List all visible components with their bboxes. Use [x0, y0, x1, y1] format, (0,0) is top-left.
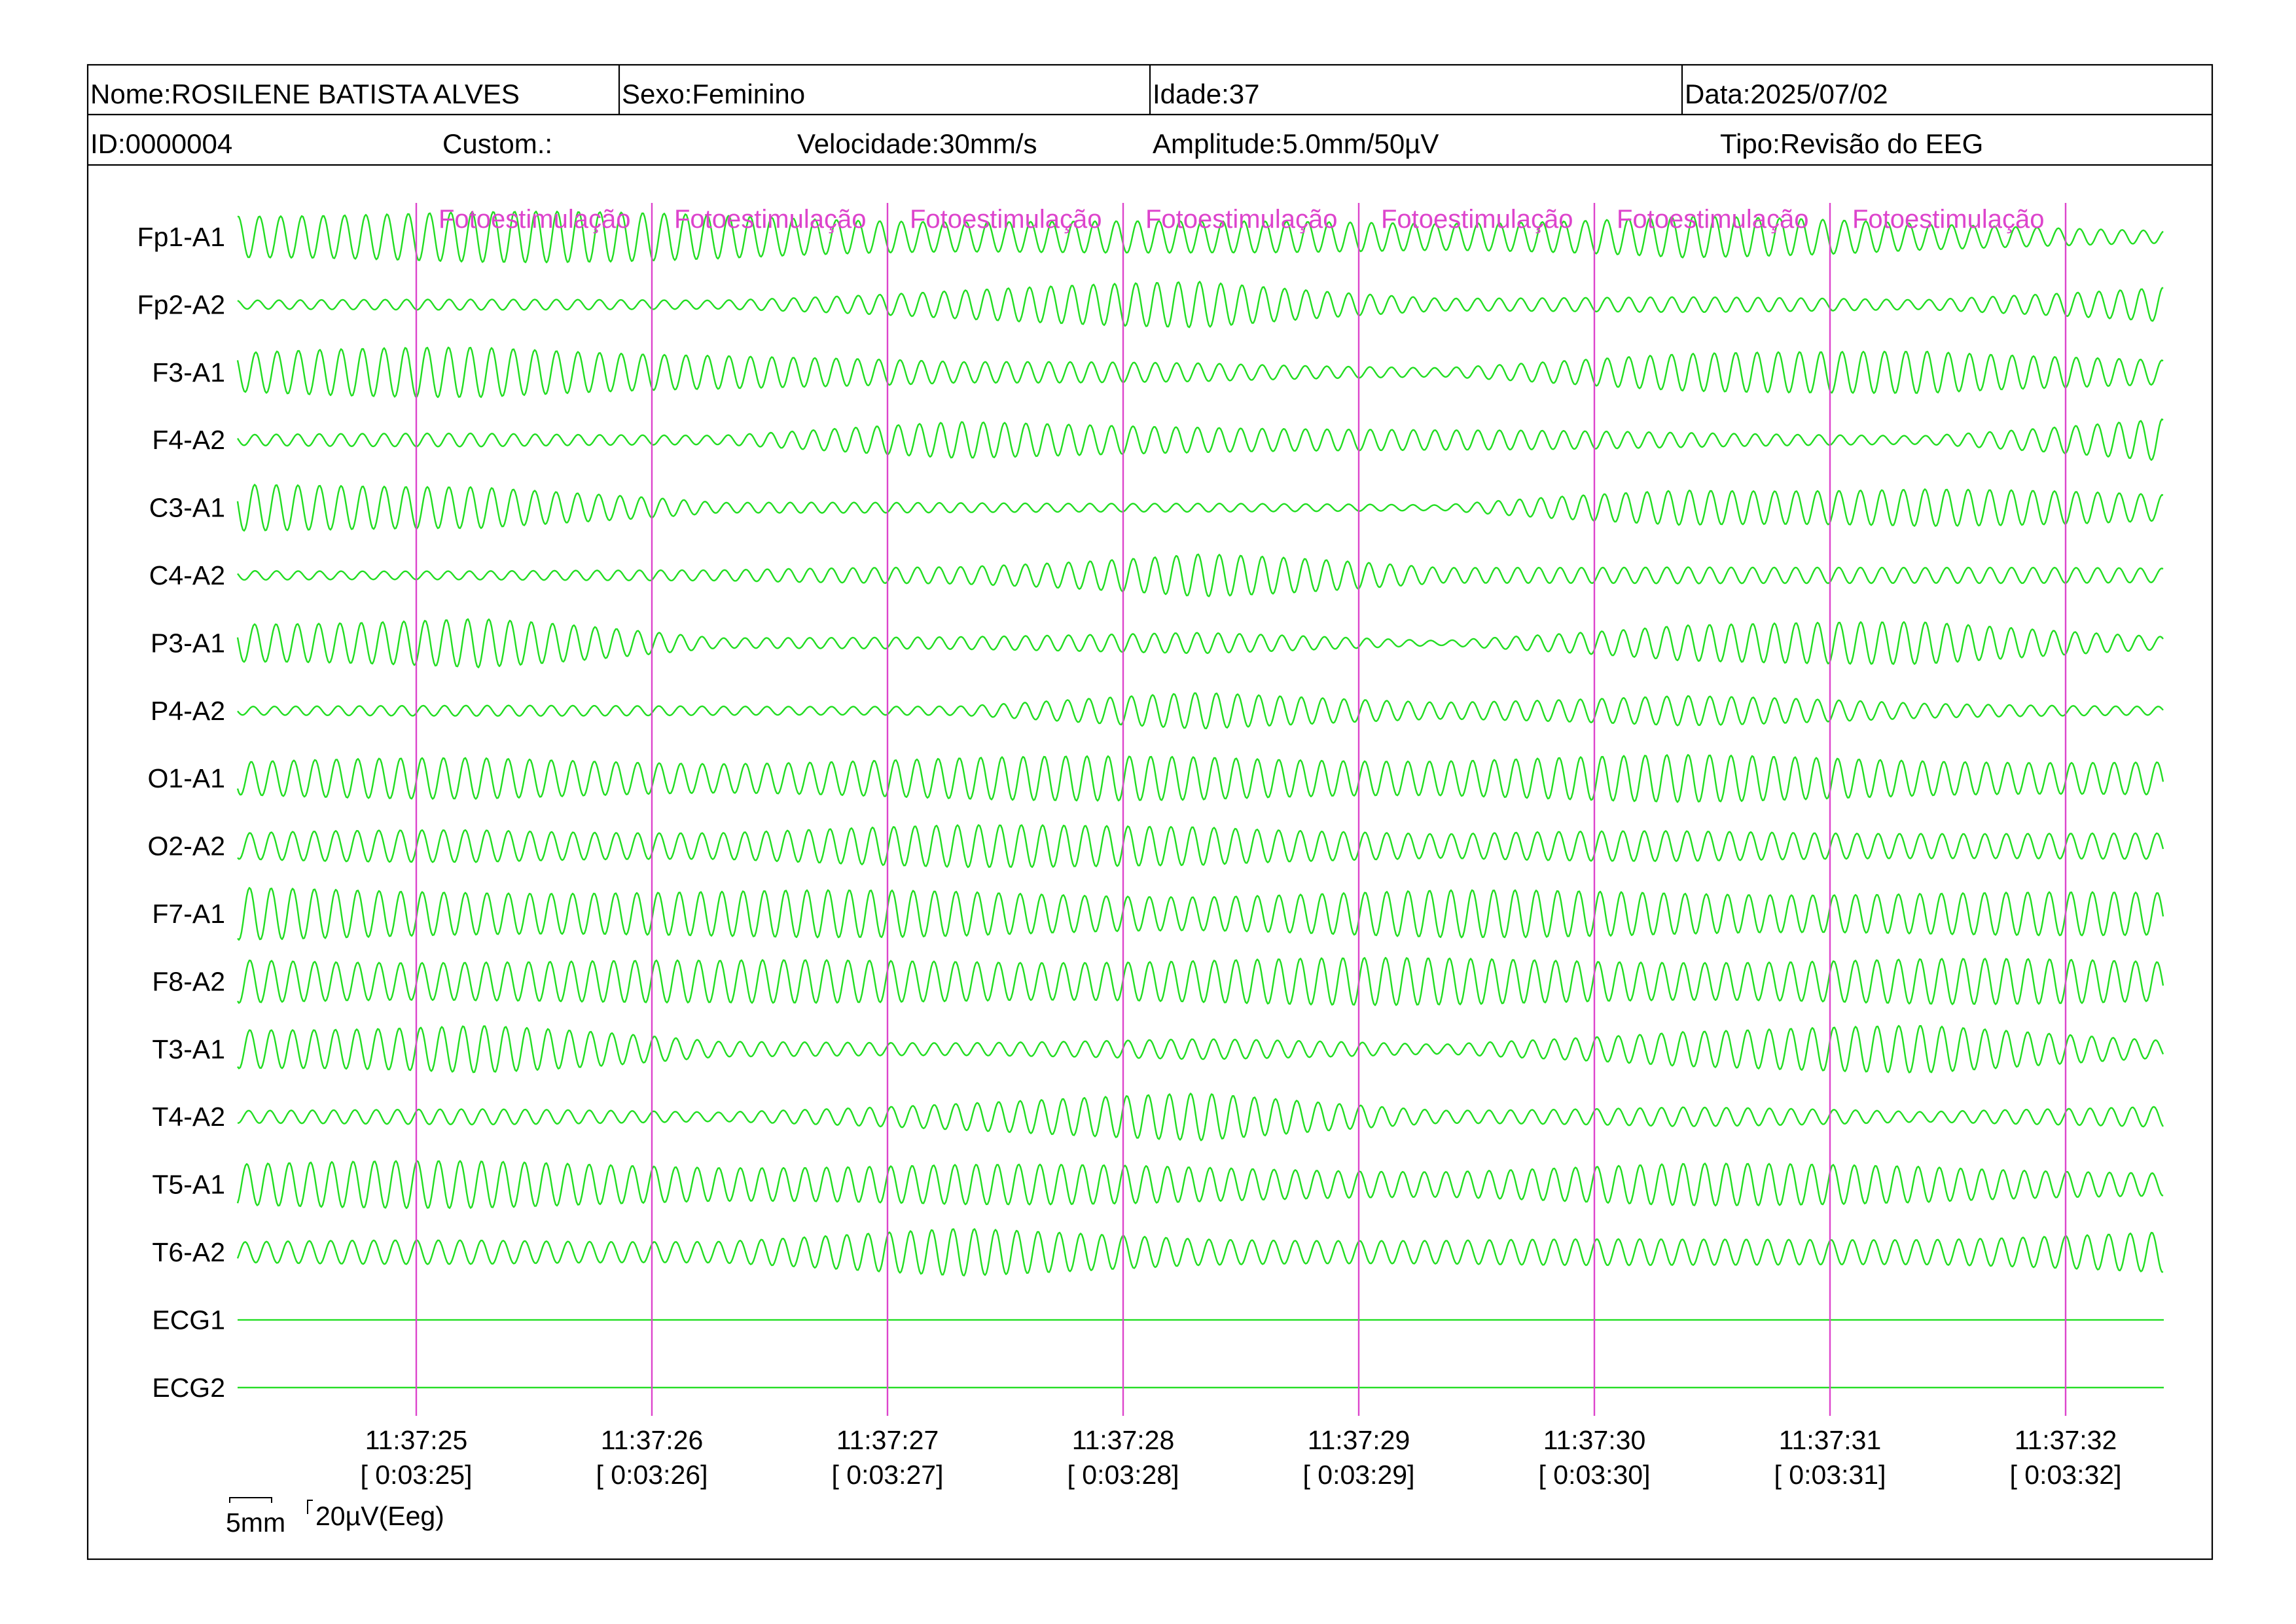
trace-f4-a2: [236, 418, 2164, 461]
trace-t3-a1: [237, 1024, 2164, 1074]
time-label-elapsed: [ 0:03:30]: [1539, 1460, 1651, 1490]
trace-o1-a1: [236, 753, 2164, 803]
channel-label-f4-a2: F4-A2: [152, 425, 225, 455]
time-label-elapsed: [ 0:03:28]: [1067, 1460, 1179, 1490]
patient-age: Idade:37: [1153, 79, 1260, 109]
channel-label-fp1-a1: Fp1-A1: [137, 222, 225, 252]
event-label-photic: Fotoestimulação: [1617, 205, 1808, 234]
time-label-clock: 11:37:30: [1543, 1425, 1646, 1455]
trace-f7-a1: [237, 887, 2164, 941]
channel-label-t6-a2: T6-A2: [152, 1237, 225, 1267]
amplitude-setting: Amplitude:5.0mm/50µV: [1153, 128, 1439, 159]
channel-label-p4-a2: P4-A2: [151, 696, 225, 726]
time-label-elapsed: [ 0:03:32]: [2010, 1460, 2122, 1490]
trace-t6-a2: [236, 1228, 2164, 1276]
time-label-clock: 11:37:28: [1072, 1425, 1175, 1455]
patient-sex: Sexo:Feminino: [622, 79, 805, 109]
time-scale-bracket: [229, 1497, 272, 1503]
photic-stimulation-markers: Fotoestimulação Fotoestimulação Fotoestimu…: [415, 203, 2067, 1416]
time-label-clock: 11:37:25: [365, 1425, 468, 1455]
trace-c3-a1: [236, 484, 2164, 532]
time-label-clock: 11:37:26: [601, 1425, 704, 1455]
channel-label-o1-a1: O1-A1: [148, 763, 226, 793]
event-label-photic: Fotoestimulação: [1145, 205, 1337, 234]
time-label-clock: 11:37:27: [836, 1425, 939, 1455]
channel-label-fp2-a2: Fp2-A2: [137, 289, 225, 319]
channel-label-c4-a2: C4-A2: [149, 560, 225, 590]
time-label-clock: 11:37:31: [1779, 1425, 1882, 1455]
time-label-clock: 11:37:32: [2015, 1425, 2117, 1455]
event-label-photic: Fotoestimulação: [910, 205, 1102, 234]
channel-traces: [236, 210, 2164, 1388]
time-scale-label: 5mm: [226, 1507, 285, 1538]
trace-f3-a1: [236, 346, 2164, 399]
event-label-photic: Fotoestimulação: [674, 205, 866, 234]
channel-label-c3-a1: C3-A1: [149, 493, 225, 523]
time-label-elapsed: [ 0:03:27]: [832, 1460, 944, 1490]
trace-fp1-a1: [237, 210, 2164, 264]
paper-speed: Velocidade:30mm/s: [797, 128, 1037, 159]
trace-c4-a2: [237, 553, 2164, 598]
time-label-elapsed: [ 0:03:25]: [361, 1460, 473, 1490]
event-label-photic: Fotoestimulação: [1852, 205, 2044, 234]
channel-label-f3-a1: F3-A1: [152, 357, 225, 388]
patient-header: Nome:ROSILENE BATISTA ALVES Sexo:Feminin…: [90, 79, 1983, 159]
trace-p3-a1: [236, 618, 2164, 668]
channel-label-p3-a1: P3-A1: [151, 628, 225, 658]
channel-label-f7-a1: F7-A1: [152, 899, 225, 929]
amplitude-scale-label: 20µV(Eeg): [315, 1501, 444, 1531]
channel-label-ecg1: ECG1: [152, 1305, 225, 1335]
trace-p4-a2: [237, 692, 2164, 730]
report-frame: [86, 63, 2214, 1561]
channel-label-t4-a2: T4-A2: [152, 1102, 225, 1132]
channel-labels: Fp1-A1 Fp2-A2 F3-A1 F4-A2 C3-A1 C4-A2 P3-A1 P4-…: [137, 222, 225, 1403]
time-label-clock: 11:37:29: [1308, 1425, 1410, 1455]
amplitude-scale-bracket: [307, 1500, 313, 1514]
time-label-elapsed: [ 0:03:31]: [1774, 1460, 1886, 1490]
trace-t4-a2: [237, 1092, 2164, 1142]
custom-field: Custom.:: [442, 128, 552, 159]
event-label-photic: Fotoestimulação: [1381, 205, 1573, 234]
outer-border: [86, 63, 2214, 1561]
patient-name: Nome:ROSILENE BATISTA ALVES: [90, 79, 520, 109]
patient-id: ID:0000004: [90, 128, 232, 159]
exam-date: Data:2025/07/02: [1685, 79, 1888, 109]
exam-type: Tipo:Revisão do EEG: [1720, 128, 1983, 159]
scale-bar: 5mm 20µV(Eeg): [226, 1497, 444, 1538]
time-label-elapsed: [ 0:03:26]: [596, 1460, 708, 1490]
channel-label-t5-a1: T5-A1: [152, 1170, 225, 1200]
trace-t5-a1: [236, 1160, 2164, 1209]
channel-label-ecg2: ECG2: [152, 1373, 225, 1403]
time-label-elapsed: [ 0:03:29]: [1303, 1460, 1415, 1490]
channel-label-f8-a2: F8-A2: [152, 966, 225, 996]
channel-label-o2-a2: O2-A2: [148, 831, 226, 861]
trace-o2-a2: [237, 824, 2164, 869]
time-axis: 11:37:25 [ 0:03:25] 11:37:26 [ 0:03:26] 11:3…: [361, 1425, 2122, 1490]
channel-label-t3-a1: T3-A1: [152, 1034, 225, 1064]
event-label-photic: Fotoestimulação: [439, 205, 630, 234]
trace-f8-a2: [237, 956, 2164, 1006]
trace-fp2-a2: [237, 281, 2164, 329]
